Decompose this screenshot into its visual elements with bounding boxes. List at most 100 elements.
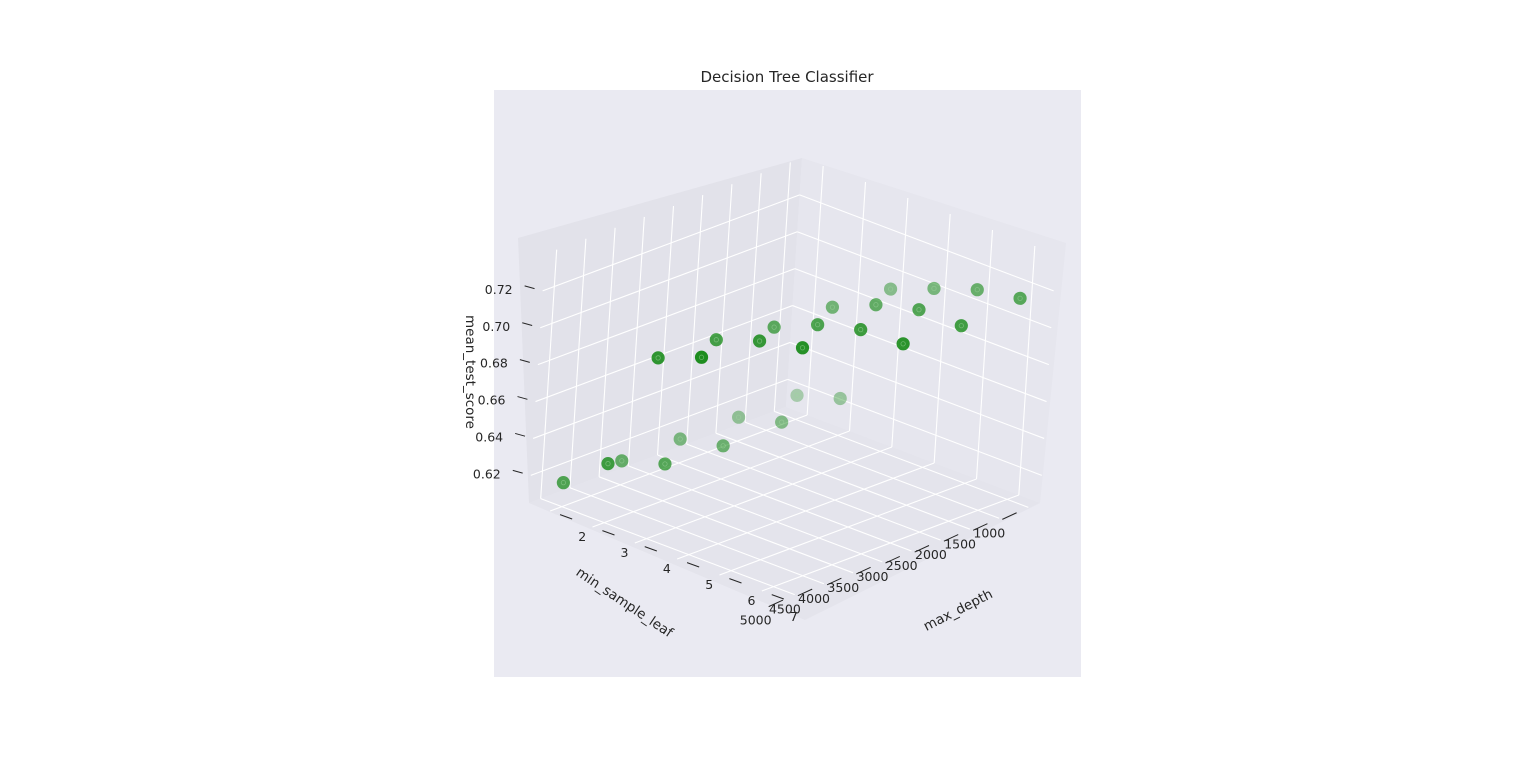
point-center xyxy=(858,327,864,333)
tick-label: 0.70 xyxy=(482,319,510,334)
tick-mark xyxy=(972,523,988,531)
grid-line xyxy=(627,216,645,466)
point-center xyxy=(837,395,843,402)
scatter-point xyxy=(927,281,941,296)
grid-line xyxy=(535,305,793,403)
tick-label: 6 xyxy=(748,593,756,608)
tick-label: 0.72 xyxy=(485,282,513,297)
scatter-point xyxy=(854,323,868,337)
grid-line xyxy=(542,194,800,292)
z-axis-label: mean_test_score xyxy=(462,315,478,429)
tick-mark xyxy=(522,322,533,327)
grid-line xyxy=(686,443,941,541)
grid-line xyxy=(537,268,796,366)
tick-mark xyxy=(856,566,871,575)
scatter-point xyxy=(954,319,968,333)
grid-line xyxy=(848,181,867,432)
scatter-point xyxy=(795,341,810,355)
scatter-point xyxy=(694,350,709,364)
tick-label: 0.68 xyxy=(480,356,508,371)
point-center xyxy=(887,286,894,292)
floor-pane xyxy=(529,407,1040,620)
point-center xyxy=(974,287,980,293)
tick-mark xyxy=(686,562,700,568)
tick-label: 2500 xyxy=(886,558,918,573)
scatter-point xyxy=(1013,291,1027,305)
scatter-point xyxy=(912,303,926,317)
grid-line xyxy=(549,414,808,512)
grid-line xyxy=(598,227,616,477)
grid-line xyxy=(789,341,1045,439)
tick-mark xyxy=(797,588,813,597)
point-center xyxy=(873,302,879,308)
tick-mark xyxy=(1002,512,1017,520)
point-center xyxy=(794,392,800,398)
scatter-point xyxy=(833,391,847,406)
tick-label: 1000 xyxy=(973,525,1005,540)
point-center xyxy=(619,458,625,464)
grid-lines xyxy=(530,162,1054,596)
point-center xyxy=(698,354,705,360)
scatter-point xyxy=(716,439,730,453)
scatter-point xyxy=(869,298,883,312)
grid-line xyxy=(744,421,1000,519)
grid-line xyxy=(532,341,791,439)
tick-mark xyxy=(826,577,842,586)
scatter-point xyxy=(811,318,825,332)
left-pane xyxy=(518,158,802,503)
point-center xyxy=(655,355,661,361)
grid-line xyxy=(797,231,1052,329)
tick-mark xyxy=(517,396,528,400)
tick-label: 3500 xyxy=(827,580,859,595)
scatter-point xyxy=(752,334,767,348)
tick-label: 0.66 xyxy=(478,393,506,408)
scatter-point xyxy=(556,476,570,490)
tick-mark xyxy=(914,545,930,553)
grid-line xyxy=(891,197,909,448)
grid-line xyxy=(715,432,971,530)
scatter-point xyxy=(658,457,672,471)
tick-label: 2 xyxy=(578,529,586,544)
grid-line xyxy=(715,184,733,434)
grid-line xyxy=(794,268,1050,366)
chart-title: Decision Tree Classifier xyxy=(700,68,874,86)
grid-line xyxy=(628,465,883,563)
grid-line xyxy=(773,162,791,412)
tick-mark xyxy=(771,594,785,600)
grid-line xyxy=(1018,245,1036,496)
scatter-point xyxy=(970,283,984,297)
tick-mark xyxy=(515,432,526,437)
scatter-point xyxy=(601,457,615,471)
scatter-point xyxy=(825,300,840,314)
tick-label: 5 xyxy=(705,577,713,592)
grid-line xyxy=(540,231,798,329)
tick-mark xyxy=(602,530,615,536)
point-center xyxy=(779,419,785,425)
point-center xyxy=(677,436,683,442)
tick-mark xyxy=(512,469,523,474)
grid-line xyxy=(774,410,1029,508)
scatter-points xyxy=(556,281,1027,490)
grid-line xyxy=(634,446,893,544)
point-center xyxy=(736,414,742,420)
point-center xyxy=(1017,295,1023,301)
grid-line xyxy=(657,454,912,552)
tick-label: 0.62 xyxy=(473,466,501,481)
point-center xyxy=(916,307,922,313)
tick-mark xyxy=(768,599,784,608)
scatter-point xyxy=(732,410,746,424)
tick-mark xyxy=(559,514,573,520)
tick-label: 5000 xyxy=(740,613,772,628)
axis-panes xyxy=(518,158,1066,620)
tick-mark xyxy=(519,359,530,363)
grid-line xyxy=(975,229,994,480)
scatter-point xyxy=(767,320,781,334)
point-center xyxy=(771,324,777,330)
tick-label: 2000 xyxy=(915,547,947,562)
tick-label: 1500 xyxy=(944,536,976,551)
scatter-point xyxy=(615,454,629,468)
point-center xyxy=(605,461,611,467)
tick-mark xyxy=(524,285,535,290)
grid-line xyxy=(933,213,951,464)
grid-line xyxy=(799,194,1054,292)
